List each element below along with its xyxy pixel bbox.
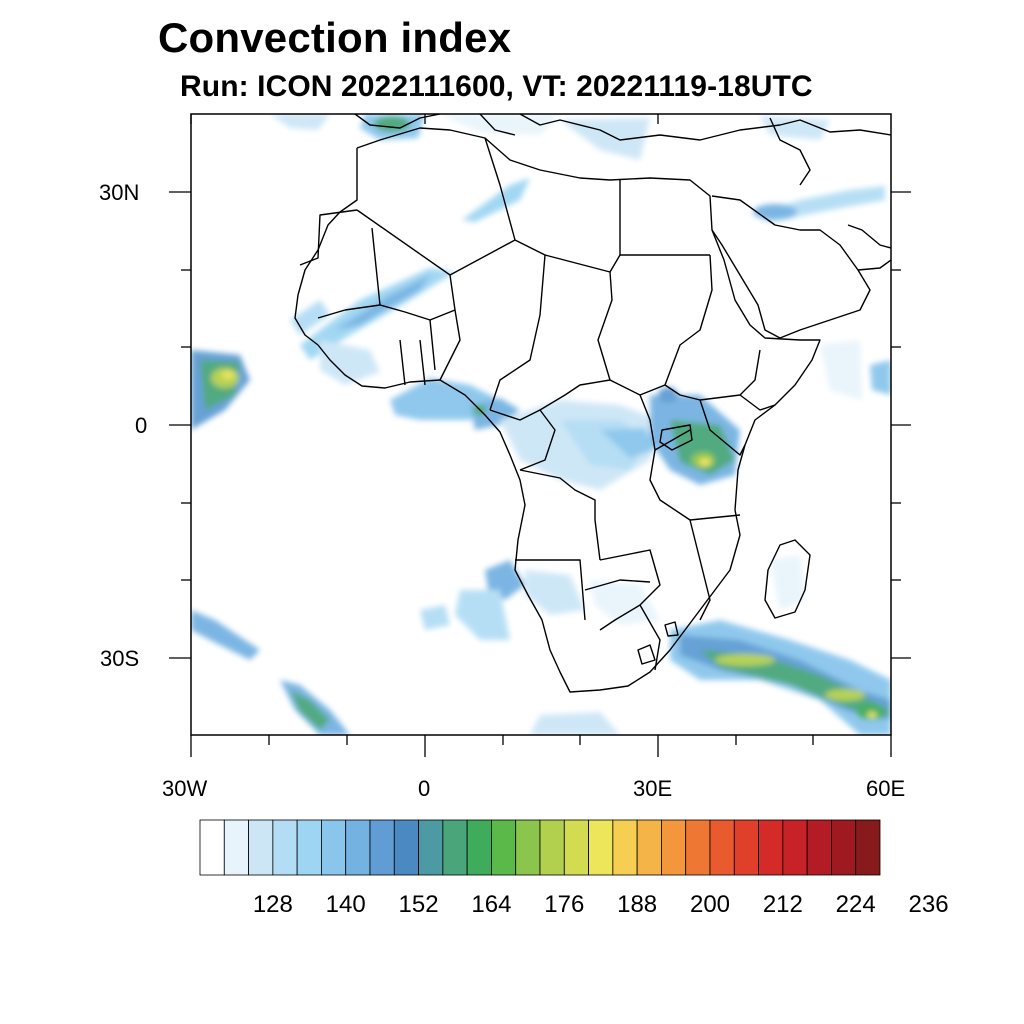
colorbar-label: 200: [690, 891, 730, 918]
colorbar-box: [272, 819, 298, 876]
colorbar-box: [345, 819, 371, 876]
colorbar-box: [418, 819, 444, 876]
lon-label-60e: 60E: [866, 776, 906, 801]
colorbar-box: [321, 819, 347, 876]
colorbar-box: [563, 819, 589, 876]
colorbar-box: [831, 819, 857, 876]
lat-label-0: 0: [135, 413, 148, 438]
colorbar-label: 128: [253, 891, 293, 918]
colorbar-box: [199, 819, 225, 876]
colorbar-box: [685, 819, 711, 876]
colorbar-box: [223, 819, 249, 876]
lon-label-30e: 30E: [633, 776, 673, 801]
lat-label-30n: 30N: [99, 180, 140, 205]
colorbar-box: [661, 819, 687, 876]
colorbar-box: [393, 819, 419, 876]
colorbar-box: [758, 819, 784, 876]
colorbar-box: [636, 819, 662, 876]
colorbar-box: [539, 819, 565, 876]
colorbar-box: [709, 819, 735, 876]
coastlines-borders: [294, 114, 891, 693]
colorbar-box: [248, 819, 274, 876]
lon-label-30w: 30W: [162, 776, 208, 801]
colorbar-box: [369, 819, 395, 876]
axis-ticks: [169, 114, 911, 757]
convection-shading: [191, 114, 891, 735]
colorbar-label: 224: [836, 891, 876, 918]
colorbar-label: 188: [617, 891, 657, 918]
lon-label-0: 0: [418, 776, 431, 801]
colorbar-label: 176: [544, 891, 584, 918]
colorbar-label: 236: [909, 891, 949, 918]
colorbar-box: [515, 819, 541, 876]
colorbar-box: [612, 819, 638, 876]
colorbar-label: 164: [471, 891, 511, 918]
colorbar-box: [442, 819, 468, 876]
lat-label-30s: 30S: [100, 646, 140, 671]
colorbar-label: 140: [326, 891, 366, 918]
colorbar-box: [466, 819, 492, 876]
colorbar-box: [733, 819, 759, 876]
map-subtitle: Run: ICON 2022111600, VT: 20221119-18UTC: [180, 70, 813, 103]
colorbar-box: [296, 819, 322, 876]
colorbar-box: [491, 819, 517, 876]
colorbar-label: 152: [399, 891, 439, 918]
colorbar-label: 212: [763, 891, 803, 918]
colorbar-box: [855, 819, 881, 876]
colorbar-box: [588, 819, 614, 876]
colorbar-box: [782, 819, 808, 876]
map-title: Convection index: [158, 14, 512, 61]
colorbar-box: [806, 819, 832, 876]
